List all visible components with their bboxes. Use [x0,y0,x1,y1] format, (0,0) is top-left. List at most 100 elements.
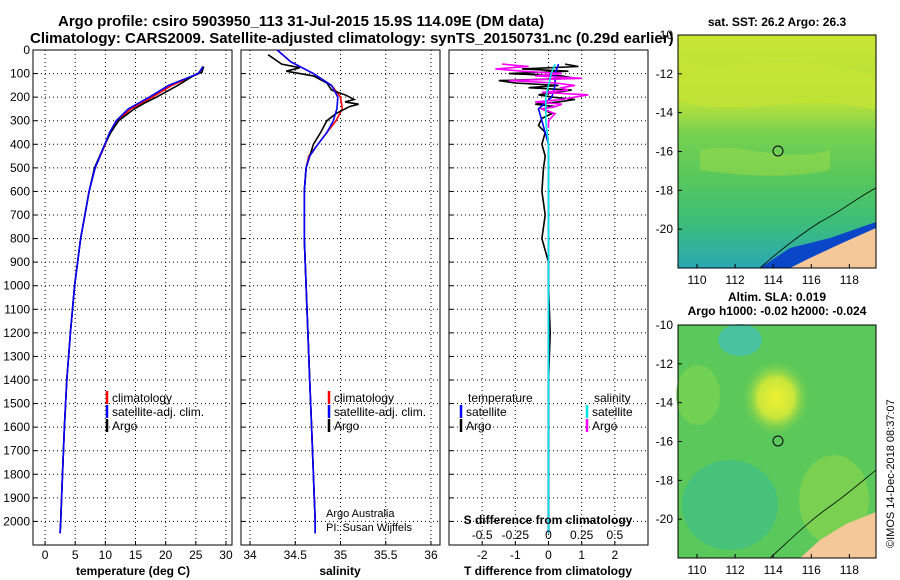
x-tick-label: 1 [578,548,585,562]
legend-t-satellite: satellite [466,405,507,419]
y-tick-label: 1600 [3,420,30,434]
map-x-tick-label: 114 [764,273,783,287]
s-tick-label: 0 [545,528,552,542]
difference-panel: -2 -1 0 1 2 -0.5 -0.25 0 0.25 0.5 S difference f… [448,49,649,578]
sla-low-north [718,324,762,356]
credit-line1: Argo Australia [326,508,395,520]
title-line1: Argo profile: csiro 5903950_113 31-Jul-2… [58,13,544,30]
sla-isobath [769,469,877,559]
sst-mid-band [700,147,830,176]
sst-map-title: sat. SST: 26.2 Argo: 26.3 [708,15,847,29]
legend-climatology: climatology [334,391,394,405]
salinity-xlabel: salinity [319,564,361,578]
title-line2: Climatology: CARS2009. Satellite-adjuste… [30,30,674,47]
sla-land [800,512,876,558]
map-y-tick-label: -10 [656,28,674,42]
map-y-tick-label: -14 [656,396,674,410]
x-tick-label: 25 [189,548,203,562]
map-y-tick-label: -12 [656,67,674,81]
temperature-panel: 0100200300400500600700800900100011001200… [3,43,233,578]
x-tick-label: 35.5 [374,548,398,562]
x-tick-label: 36 [424,548,438,562]
legend-temperature-title: temperature [468,391,533,405]
map-y-tick-label: -16 [656,145,674,159]
y-tick-label: 1700 [3,444,30,458]
map-y-tick-label: -10 [656,318,674,332]
s-tick-label: -0.25 [502,528,530,542]
map-y-tick-label: -16 [656,435,674,449]
s-difference-title: S difference from climatology [464,513,633,527]
temp-climatology-line [59,66,204,534]
sst-isobath [759,187,877,269]
sla-map: Altim. SLA: 0.019 Argo h1000: -0.02 h200… [656,290,877,577]
sla-high-blob [740,358,812,438]
map-y-tick-label: -18 [656,183,674,197]
y-tick-label: 600 [10,184,30,198]
x-tick-label: 34 [243,548,257,562]
x-tick-label: 30 [219,548,233,562]
credit-line2: PI: Susan Wijffels [326,522,412,534]
sst-float-marker [772,145,784,157]
sla-low-south [682,460,778,550]
y-tick-label: 100 [10,67,30,81]
sst-warm-band [678,60,876,110]
x-tick-label: 5 [72,548,79,562]
map-y-tick-label: -14 [656,106,674,120]
sla-patch-west [676,365,720,425]
y-tick-label: 1800 [3,467,30,481]
y-tick-label: 300 [10,114,30,128]
sla-map-title1: Altim. SLA: 0.019 [728,290,826,304]
sla-map-title2: Argo h1000: -0.02 h2000: -0.024 [688,304,867,318]
sal-satellite-line [276,49,339,534]
y-tick-label: 1300 [3,349,30,363]
x-tick-label: 15 [129,548,143,562]
x-tick-label: 35 [334,548,348,562]
legend-climatology: climatology [112,391,172,405]
temp-argo-line [59,66,205,534]
temperature-frame [32,49,233,546]
sla-float-marker [772,435,784,447]
y-tick-label: 1500 [3,397,30,411]
y-tick-label: 1900 [3,491,30,505]
map-y-tick-label: -20 [656,512,674,526]
x-tick-label: -1 [510,548,521,562]
legend-argo: Argo [112,419,138,433]
map-x-tick-label: 110 [687,563,706,577]
difference-legend: temperature satellite Argo salinity sate… [459,391,633,433]
y-tick-label: 500 [10,161,30,175]
y-tick-label: 1100 [4,302,30,316]
s-tick-label: 0.5 [606,528,623,542]
y-tick-label: 700 [10,208,30,222]
t-diff-argo-line [498,63,579,534]
legend-argo: Argo [334,419,360,433]
x-tick-label: 20 [159,548,173,562]
y-tick-label: 1200 [3,326,30,340]
x-tick-label: 0 [545,548,552,562]
imos-stamp: ©IMOS 14-Dec-2018 08:37:07 [885,399,897,548]
x-tick-label: 2 [611,548,618,562]
s-diff-argo-line [495,63,589,128]
x-tick-label: 10 [99,548,113,562]
map-y-tick-label: -18 [656,473,674,487]
x-tick-label: -2 [477,548,488,562]
map-y-tick-label: -20 [656,222,674,236]
s-diff-satellite-line [544,63,556,534]
y-tick-label: 200 [10,90,30,104]
legend-s-satellite: satellite [592,405,633,419]
sst-land [790,228,876,268]
map-y-tick-label: -12 [656,357,674,371]
salinity-panel: 34 34.5 35 35.5 36 salinity climatology sate… [240,49,441,578]
map-x-tick-label: 114 [764,563,783,577]
legend-salinity-title: salinity [594,391,631,405]
legend-t-argo: Argo [466,419,492,433]
temperature-legend: climatology satellite-adj. clim. Argo [105,391,204,433]
x-tick-label: 34.5 [284,548,308,562]
legend-satellite: satellite-adj. clim. [334,405,426,419]
sst-map: sat. SST: 26.2 Argo: 26.3 -10 -12 -14 -16 -1… [656,15,877,287]
map-x-tick-label: 116 [802,273,821,287]
s-tick-label: 0.25 [570,528,594,542]
y-tick-label: 1000 [3,279,30,293]
x-tick-label: 0 [42,548,49,562]
y-tick-label: 0 [23,43,30,57]
